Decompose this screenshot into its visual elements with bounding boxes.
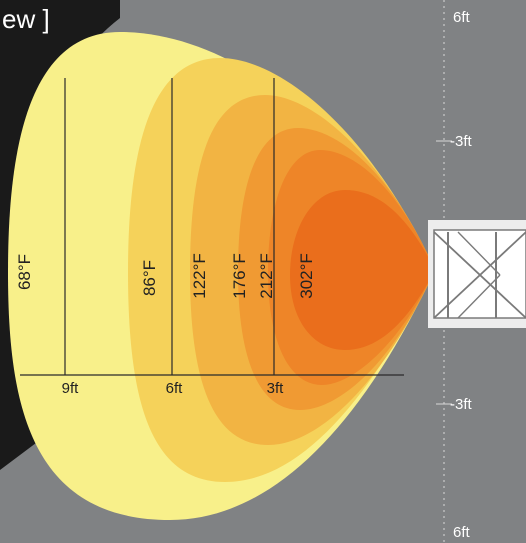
header-title-fragment: ew ] (2, 4, 50, 34)
temperature-label-68f: 68°F (15, 254, 34, 290)
heater-unit (428, 220, 526, 328)
temperature-label-212f: 212°F (257, 253, 276, 299)
heat-zone-302f (290, 190, 435, 350)
horizontal-tick-6ft: 6ft (166, 380, 184, 397)
vertical-tick-upper: -3ft (450, 133, 473, 150)
heater-brace-2 (457, 274, 501, 319)
horizontal-tick-3ft: 3ft (267, 380, 285, 397)
vertical-tick-lower: -3ft (450, 396, 473, 413)
temperature-label-86f: 86°F (140, 260, 159, 296)
horizontal-tick-9ft: 9ft (62, 380, 80, 397)
vertical-tick-bottom: 6ft (453, 524, 471, 541)
temperature-label-302f: 302°F (297, 253, 316, 299)
temperature-label-176f: 176°F (230, 253, 249, 299)
heater-cross-2 (433, 231, 526, 319)
temperature-label-122f: 122°F (190, 253, 209, 299)
heater-brace-1 (457, 231, 501, 276)
vertical-tick-top: 6ft (453, 9, 471, 26)
